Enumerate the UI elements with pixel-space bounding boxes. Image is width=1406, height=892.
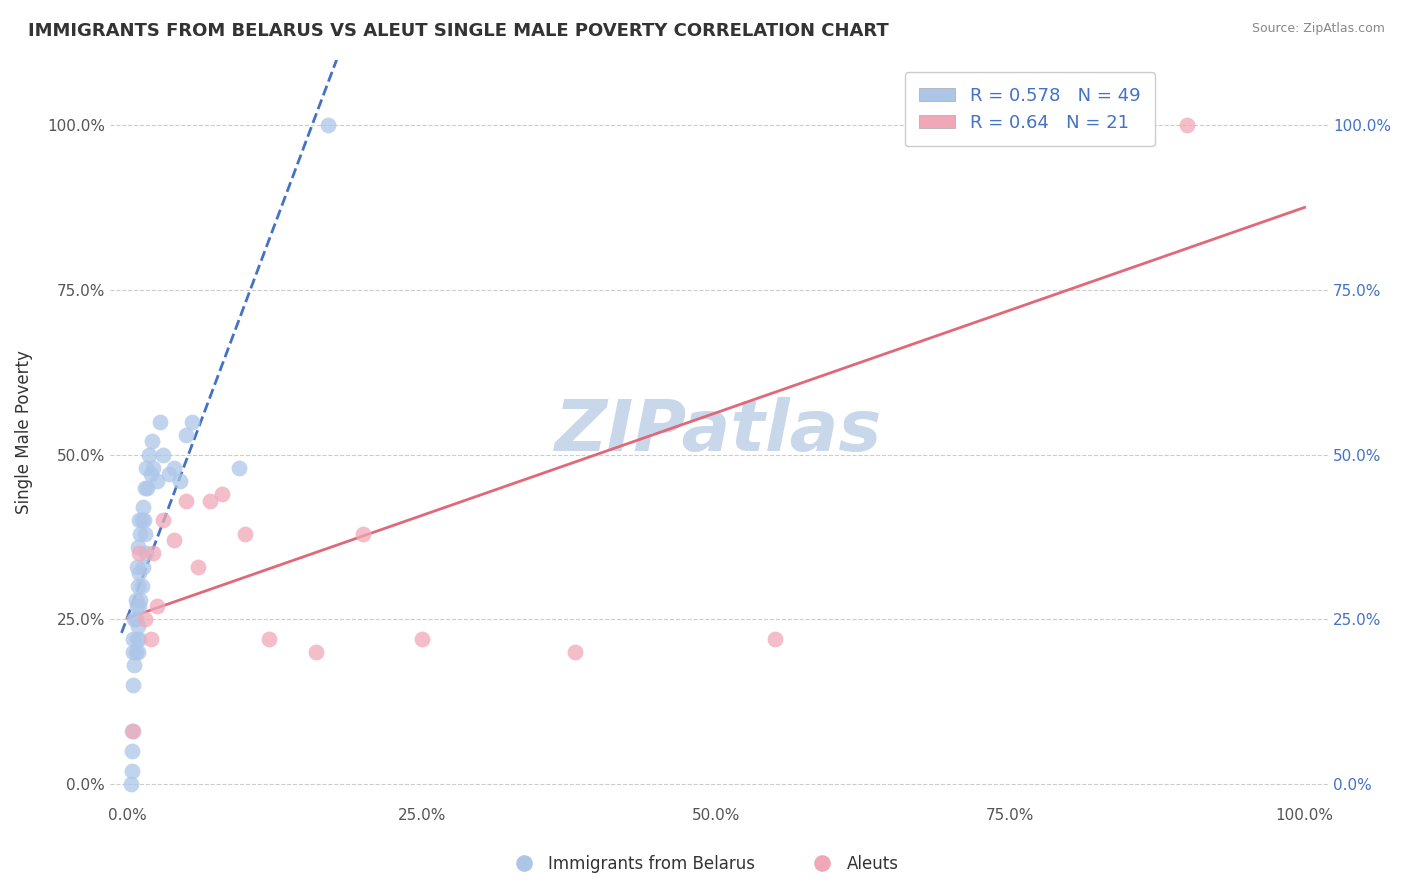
Point <box>146 474 169 488</box>
Point <box>134 481 156 495</box>
Point <box>127 540 149 554</box>
Text: IMMIGRANTS FROM BELARUS VS ALEUT SINGLE MALE POVERTY CORRELATION CHART: IMMIGRANTS FROM BELARUS VS ALEUT SINGLE … <box>28 22 889 40</box>
Point <box>152 514 174 528</box>
Point <box>1175 119 1198 133</box>
Point <box>124 645 146 659</box>
Point <box>157 467 180 482</box>
Point <box>129 526 152 541</box>
Legend: Immigrants from Belarus, Aleuts: Immigrants from Belarus, Aleuts <box>501 848 905 880</box>
Point <box>132 514 155 528</box>
Point <box>174 493 197 508</box>
Point <box>139 467 162 482</box>
Point <box>127 645 149 659</box>
Point <box>136 481 159 495</box>
Point <box>124 612 146 626</box>
Point <box>257 632 280 646</box>
Point <box>134 526 156 541</box>
Point <box>142 546 165 560</box>
Point <box>128 599 150 613</box>
Point <box>233 526 256 541</box>
Point <box>316 119 339 133</box>
Point <box>122 645 145 659</box>
Point <box>125 632 148 646</box>
Point <box>120 777 142 791</box>
Point <box>122 724 145 739</box>
Point <box>132 500 155 515</box>
Point <box>128 566 150 581</box>
Point <box>122 678 145 692</box>
Point <box>121 724 143 739</box>
Point <box>228 460 250 475</box>
Point <box>305 645 328 659</box>
Point <box>135 546 157 560</box>
Point <box>129 592 152 607</box>
Text: ZIPatlas: ZIPatlas <box>555 397 883 467</box>
Y-axis label: Single Male Poverty: Single Male Poverty <box>15 350 32 514</box>
Point <box>122 632 145 646</box>
Point <box>411 632 433 646</box>
Point <box>163 533 186 548</box>
Point <box>131 579 153 593</box>
Point <box>121 764 143 778</box>
Point <box>125 559 148 574</box>
Point <box>121 744 143 758</box>
Legend: R = 0.578   N = 49, R = 0.64   N = 21: R = 0.578 N = 49, R = 0.64 N = 21 <box>904 72 1154 146</box>
Point <box>127 619 149 633</box>
Point <box>152 448 174 462</box>
Point <box>128 632 150 646</box>
Point <box>169 474 191 488</box>
Point <box>125 599 148 613</box>
Point <box>146 599 169 613</box>
Point <box>181 415 204 429</box>
Point <box>211 487 233 501</box>
Point <box>124 592 146 607</box>
Point <box>124 658 146 673</box>
Point <box>131 514 153 528</box>
Point <box>139 632 162 646</box>
Point <box>138 448 160 462</box>
Point <box>1116 119 1139 133</box>
Point <box>564 645 586 659</box>
Point <box>132 559 155 574</box>
Point <box>127 579 149 593</box>
Point <box>134 612 156 626</box>
Point <box>187 559 209 574</box>
Point <box>174 428 197 442</box>
Point <box>163 460 186 475</box>
Point <box>141 434 163 449</box>
Point <box>124 612 146 626</box>
Point <box>149 415 172 429</box>
Point <box>198 493 221 508</box>
Point <box>128 546 150 560</box>
Point <box>352 526 374 541</box>
Point <box>142 460 165 475</box>
Point <box>135 460 157 475</box>
Text: Source: ZipAtlas.com: Source: ZipAtlas.com <box>1251 22 1385 36</box>
Point <box>763 632 786 646</box>
Point <box>128 514 150 528</box>
